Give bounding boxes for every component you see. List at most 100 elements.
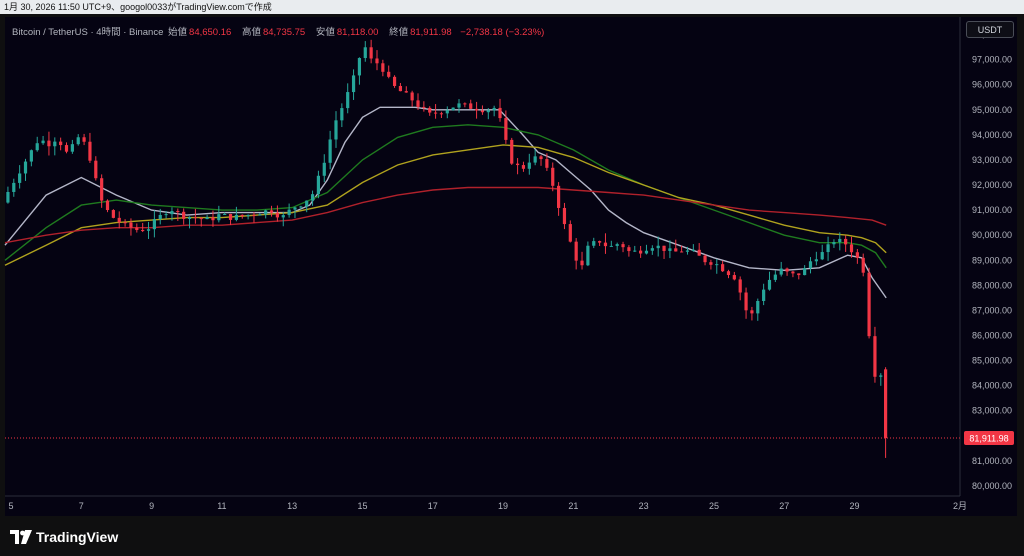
candle-body bbox=[808, 261, 813, 269]
price-tick-label: 93,000.00 bbox=[972, 155, 1012, 165]
time-tick-label: 19 bbox=[498, 501, 508, 511]
candle-body bbox=[639, 250, 643, 254]
candle-body bbox=[328, 139, 332, 163]
candle-body bbox=[539, 156, 543, 160]
candle-body bbox=[627, 247, 631, 252]
logo-text: TradingView bbox=[36, 529, 119, 545]
candle-body bbox=[580, 260, 584, 266]
candle-body bbox=[609, 245, 613, 247]
low-value: 81,118.00 bbox=[336, 27, 379, 38]
candle-body bbox=[680, 251, 684, 253]
price-tick-label: 83,000.00 bbox=[972, 406, 1012, 416]
candle-body bbox=[545, 159, 549, 168]
price-tick-label: 85,000.00 bbox=[972, 356, 1012, 366]
candle-body bbox=[94, 160, 98, 179]
chart-area[interactable] bbox=[5, 17, 1017, 516]
candle-body bbox=[187, 217, 192, 219]
time-tick-label: 23 bbox=[639, 501, 649, 511]
open-value: 84,650.16 bbox=[189, 27, 232, 38]
candle-body bbox=[211, 217, 215, 221]
price-tick-label: 87,000.00 bbox=[972, 305, 1012, 315]
candle-body bbox=[334, 120, 338, 140]
candle-body bbox=[650, 248, 654, 251]
candle-body bbox=[158, 215, 162, 220]
candle-body bbox=[744, 292, 748, 311]
candle-body bbox=[398, 85, 403, 92]
candle-body bbox=[691, 249, 695, 251]
symbol-title[interactable]: Bitcoin / TetherUS · 4時間 · Binance bbox=[12, 27, 164, 38]
candle-body bbox=[363, 47, 367, 59]
candle-body bbox=[146, 229, 151, 231]
candle-body bbox=[674, 248, 678, 252]
candle-body bbox=[88, 141, 92, 161]
candle-body bbox=[515, 163, 520, 166]
high-value: 84,735.75 bbox=[262, 27, 306, 38]
candle-body bbox=[668, 248, 672, 251]
candle-body bbox=[258, 214, 262, 216]
candle-body bbox=[510, 139, 514, 164]
candle-body bbox=[803, 268, 807, 276]
candle-body bbox=[29, 150, 33, 162]
candle-body bbox=[562, 207, 567, 225]
candle-body bbox=[656, 245, 660, 249]
candle-body bbox=[410, 92, 414, 101]
candle-body bbox=[750, 310, 754, 314]
candle-body bbox=[199, 218, 203, 220]
candle-body bbox=[340, 108, 344, 121]
tradingview-logo[interactable]: TradingView bbox=[10, 528, 118, 546]
candle-body bbox=[445, 110, 449, 114]
price-tick-label: 88,000.00 bbox=[972, 280, 1012, 290]
price-tick-label: 92,000.00 bbox=[972, 180, 1012, 190]
candle-body bbox=[820, 252, 824, 260]
time-tick-label: 25 bbox=[709, 501, 719, 511]
candle-body bbox=[884, 369, 888, 439]
candle-body bbox=[480, 110, 485, 113]
tradingview-logo-icon bbox=[10, 530, 32, 544]
currency-button[interactable]: USDT bbox=[966, 21, 1014, 38]
candle-body bbox=[826, 244, 830, 253]
high-label: 高値 bbox=[241, 27, 261, 38]
candle-body bbox=[293, 207, 297, 210]
price-tick-label: 90,000.00 bbox=[972, 230, 1012, 240]
candle-body bbox=[709, 262, 713, 265]
candle-body bbox=[551, 167, 555, 186]
moving-average-line bbox=[4, 124, 887, 269]
candle-body bbox=[644, 250, 649, 254]
candle-body bbox=[603, 242, 608, 247]
candle-body bbox=[756, 300, 760, 314]
price-tick-label: 95,000.00 bbox=[972, 105, 1012, 115]
time-tick-label: 27 bbox=[779, 501, 789, 511]
candle-body bbox=[351, 75, 356, 93]
candle-body bbox=[469, 103, 473, 109]
candle-body bbox=[387, 71, 391, 77]
candle-body bbox=[867, 272, 871, 337]
candle-body bbox=[316, 175, 321, 195]
price-tick-label: 89,000.00 bbox=[972, 255, 1012, 265]
candle-body bbox=[234, 214, 238, 220]
candle-body bbox=[47, 140, 51, 147]
time-tick-label: 13 bbox=[287, 501, 297, 511]
candle-body bbox=[855, 252, 859, 258]
time-tick-label: 7 bbox=[79, 501, 84, 511]
snapshot-caption: 1月 30, 2026 11:50 UTC+9、googol0033がTradi… bbox=[4, 2, 272, 12]
candle-body bbox=[35, 143, 39, 151]
time-tick-label: 5 bbox=[8, 501, 13, 511]
candle-body bbox=[246, 214, 250, 217]
candle-body bbox=[849, 244, 854, 253]
candle-body bbox=[814, 259, 818, 262]
candle-body bbox=[152, 219, 156, 230]
candle-body bbox=[111, 210, 115, 218]
candle-body bbox=[193, 217, 197, 219]
candle-body bbox=[797, 273, 801, 276]
candle-body bbox=[357, 58, 362, 76]
candle-body bbox=[598, 241, 602, 243]
candle-body bbox=[322, 162, 326, 176]
candle-body bbox=[504, 118, 508, 140]
moving-average-line bbox=[4, 144, 887, 266]
time-tick-label: 29 bbox=[850, 501, 860, 511]
candle-body bbox=[100, 178, 104, 201]
low-label: 安値 bbox=[315, 27, 335, 38]
snapshot-caption-bar: 1月 30, 2026 11:50 UTC+9、googol0033がTradi… bbox=[0, 0, 1024, 14]
